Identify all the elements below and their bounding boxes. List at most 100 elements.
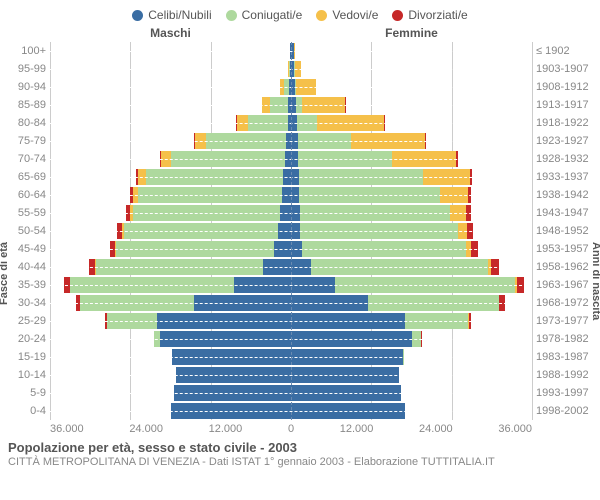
seg-celibi <box>174 385 291 401</box>
legend-label: Divorziati/e <box>408 8 467 22</box>
seg-celibi <box>291 241 302 257</box>
seg-coniugati <box>335 277 516 293</box>
seg-vedovi <box>138 169 145 185</box>
female-bar <box>291 61 600 77</box>
legend-item-coniugati: Coniugati/e <box>226 8 303 22</box>
legend-label: Celibi/Nubili <box>148 8 211 22</box>
female-bar <box>291 277 600 293</box>
seg-divorziati <box>491 259 498 275</box>
female-bar <box>291 223 600 239</box>
caption-subtitle: CITTÀ METROPOLITANA DI VENEZIA - Dati IS… <box>8 455 592 468</box>
female-bar <box>291 241 600 257</box>
x-tick-label: 12.000 <box>209 423 243 435</box>
seg-celibi <box>157 313 291 329</box>
seg-coniugati <box>206 133 286 149</box>
seg-celibi <box>291 349 403 365</box>
vedovi-swatch-icon <box>316 10 327 21</box>
female-bar <box>291 331 600 347</box>
legend-label: Vedovi/e <box>332 8 378 22</box>
seg-vedovi <box>302 97 346 113</box>
seg-coniugati <box>70 277 234 293</box>
seg-celibi <box>291 313 405 329</box>
seg-divorziati <box>421 331 422 347</box>
x-axis: 36.00024.00012.000012.00024.00036.000 <box>0 420 600 435</box>
seg-celibi <box>291 367 399 383</box>
seg-celibi <box>291 169 299 185</box>
seg-divorziati <box>384 115 385 131</box>
female-bar <box>291 97 600 113</box>
seg-vedovi <box>450 205 466 221</box>
x-tick-label: 0 <box>288 423 294 435</box>
seg-coniugati <box>412 331 421 347</box>
seg-coniugati <box>138 187 282 203</box>
male-bar <box>0 115 291 131</box>
legend-item-divorziati: Divorziati/e <box>392 8 467 22</box>
seg-divorziati <box>468 187 471 203</box>
male-bar <box>0 97 291 113</box>
seg-divorziati <box>470 169 473 185</box>
coniugati-swatch-icon <box>226 10 237 21</box>
seg-coniugati <box>107 313 157 329</box>
seg-celibi <box>280 205 291 221</box>
plot-area <box>50 42 532 420</box>
seg-vedovi <box>262 97 270 113</box>
male-bar <box>0 349 291 365</box>
seg-coniugati <box>299 169 423 185</box>
male-bar <box>0 223 291 239</box>
seg-celibi <box>172 349 291 365</box>
seg-celibi <box>291 295 368 311</box>
female-bar <box>291 385 600 401</box>
seg-vedovi <box>392 151 456 167</box>
seg-vedovi <box>195 133 206 149</box>
x-axis-labels: 36.00024.00012.000012.00024.00036.000 <box>50 423 532 435</box>
seg-coniugati <box>146 169 283 185</box>
seg-celibi <box>282 187 291 203</box>
seg-divorziati <box>469 313 471 329</box>
seg-vedovi <box>296 79 316 95</box>
seg-celibi <box>291 205 300 221</box>
seg-vedovi <box>351 133 425 149</box>
female-bar <box>291 403 600 419</box>
seg-celibi <box>263 259 291 275</box>
seg-coniugati <box>405 313 469 329</box>
seg-coniugati <box>300 223 457 239</box>
female-bar <box>291 79 600 95</box>
seg-celibi <box>194 295 291 311</box>
male-bar <box>0 79 291 95</box>
seg-celibi <box>160 331 291 347</box>
divorziati-swatch-icon <box>392 10 403 21</box>
male-header: Maschi <box>50 26 291 40</box>
male-bar <box>0 277 291 293</box>
seg-coniugati <box>80 295 194 311</box>
female-header: Femmine <box>291 26 532 40</box>
seg-vedovi <box>423 169 470 185</box>
male-bar <box>0 205 291 221</box>
seg-celibi <box>291 151 298 167</box>
seg-coniugati <box>171 151 285 167</box>
male-bar <box>0 169 291 185</box>
female-bar <box>291 169 600 185</box>
male-bar <box>0 403 291 419</box>
seg-coniugati <box>297 115 317 131</box>
seg-celibi <box>283 169 291 185</box>
female-bar <box>291 151 600 167</box>
seg-coniugati <box>116 241 273 257</box>
seg-celibi <box>291 187 299 203</box>
seg-divorziati <box>517 277 524 293</box>
seg-celibi <box>291 223 300 239</box>
seg-vedovi <box>237 115 248 131</box>
male-bar <box>0 43 291 59</box>
legend: Celibi/Nubili Coniugati/e Vedovi/e Divorzia… <box>0 0 600 26</box>
chart-area: Fasce di età Anni di nascita 100+95-9990… <box>0 42 600 420</box>
legend-label: Coniugati/e <box>242 8 303 22</box>
center-axis-line <box>291 42 292 420</box>
seg-celibi <box>234 277 291 293</box>
seg-coniugati <box>298 133 352 149</box>
seg-divorziati <box>467 223 473 239</box>
seg-coniugati <box>270 97 289 113</box>
female-bar <box>291 205 600 221</box>
column-headers: Maschi Femmine <box>0 26 600 42</box>
male-bar <box>0 259 291 275</box>
caption: Popolazione per età, sesso e stato civil… <box>0 435 600 468</box>
seg-celibi <box>291 133 298 149</box>
